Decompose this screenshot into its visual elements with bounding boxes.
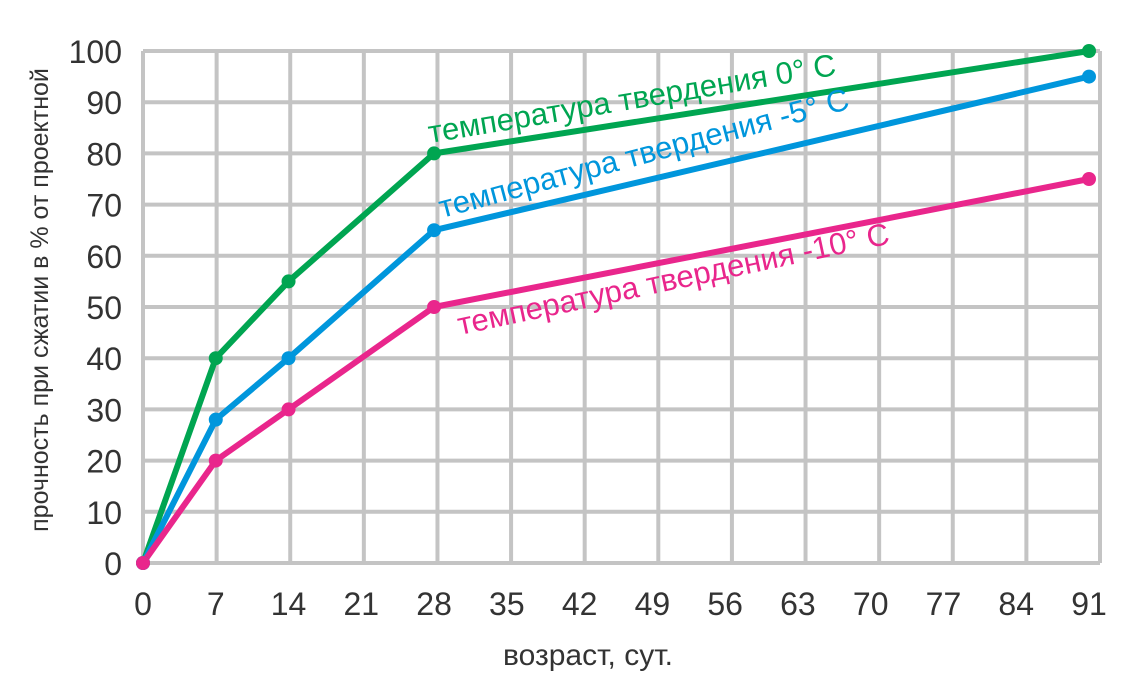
x-tick-label: 77	[926, 586, 962, 622]
x-tick-label: 56	[707, 586, 743, 622]
y-axis-label: прочность при сжатии в % от проектной	[26, 68, 54, 532]
x-tick-label: 70	[853, 586, 889, 622]
y-tick-label: 40	[86, 341, 122, 377]
y-tick-label: 50	[86, 290, 122, 326]
x-tick-label: 42	[562, 586, 598, 622]
data-point	[281, 351, 296, 366]
data-point	[427, 223, 442, 238]
data-point	[1082, 44, 1096, 58]
y-tick-label: 20	[86, 444, 122, 480]
x-tick-label: 0	[134, 586, 152, 622]
x-tick-label: 84	[998, 586, 1034, 622]
x-tick-label: 49	[635, 586, 671, 622]
y-tick-label: 10	[86, 495, 122, 531]
x-tick-label: 21	[344, 586, 380, 622]
series	[136, 44, 1096, 570]
series-line-2	[140, 176, 1090, 565]
data-point	[427, 300, 442, 314]
x-tick-label: 28	[416, 586, 452, 622]
y-tick-label: 90	[86, 85, 122, 121]
x-tick-label: 91	[1071, 586, 1107, 622]
data-point	[281, 402, 296, 417]
x-tick-label: 35	[489, 586, 525, 622]
data-point	[281, 274, 296, 289]
y-tick-label: 70	[86, 188, 122, 224]
y-tick-label: 60	[86, 239, 122, 275]
data-point	[1082, 172, 1096, 186]
data-point	[427, 146, 442, 161]
tick-labels: 0 10 20 30 40 50 60 70 80 90 100 0 7 14 21 28 35 42 49 56 63…	[69, 34, 1107, 622]
data-point	[1082, 69, 1096, 84]
data-point	[208, 453, 223, 468]
data-point	[136, 556, 150, 570]
data-point	[208, 351, 223, 366]
y-tick-label: 0	[104, 546, 122, 582]
y-tick-label: 30	[86, 392, 122, 428]
grid	[141, 49, 1102, 565]
y-tick-label: 100	[69, 34, 122, 70]
x-tick-label: 7	[207, 586, 225, 622]
x-tick-label: 63	[780, 586, 816, 622]
y-tick-label: 80	[86, 136, 122, 172]
data-point	[208, 412, 223, 427]
x-axis-label: возраст, сут.	[503, 639, 673, 672]
x-tick-label: 14	[271, 586, 307, 622]
series-label-2: температура твердения -10° С	[454, 216, 892, 342]
